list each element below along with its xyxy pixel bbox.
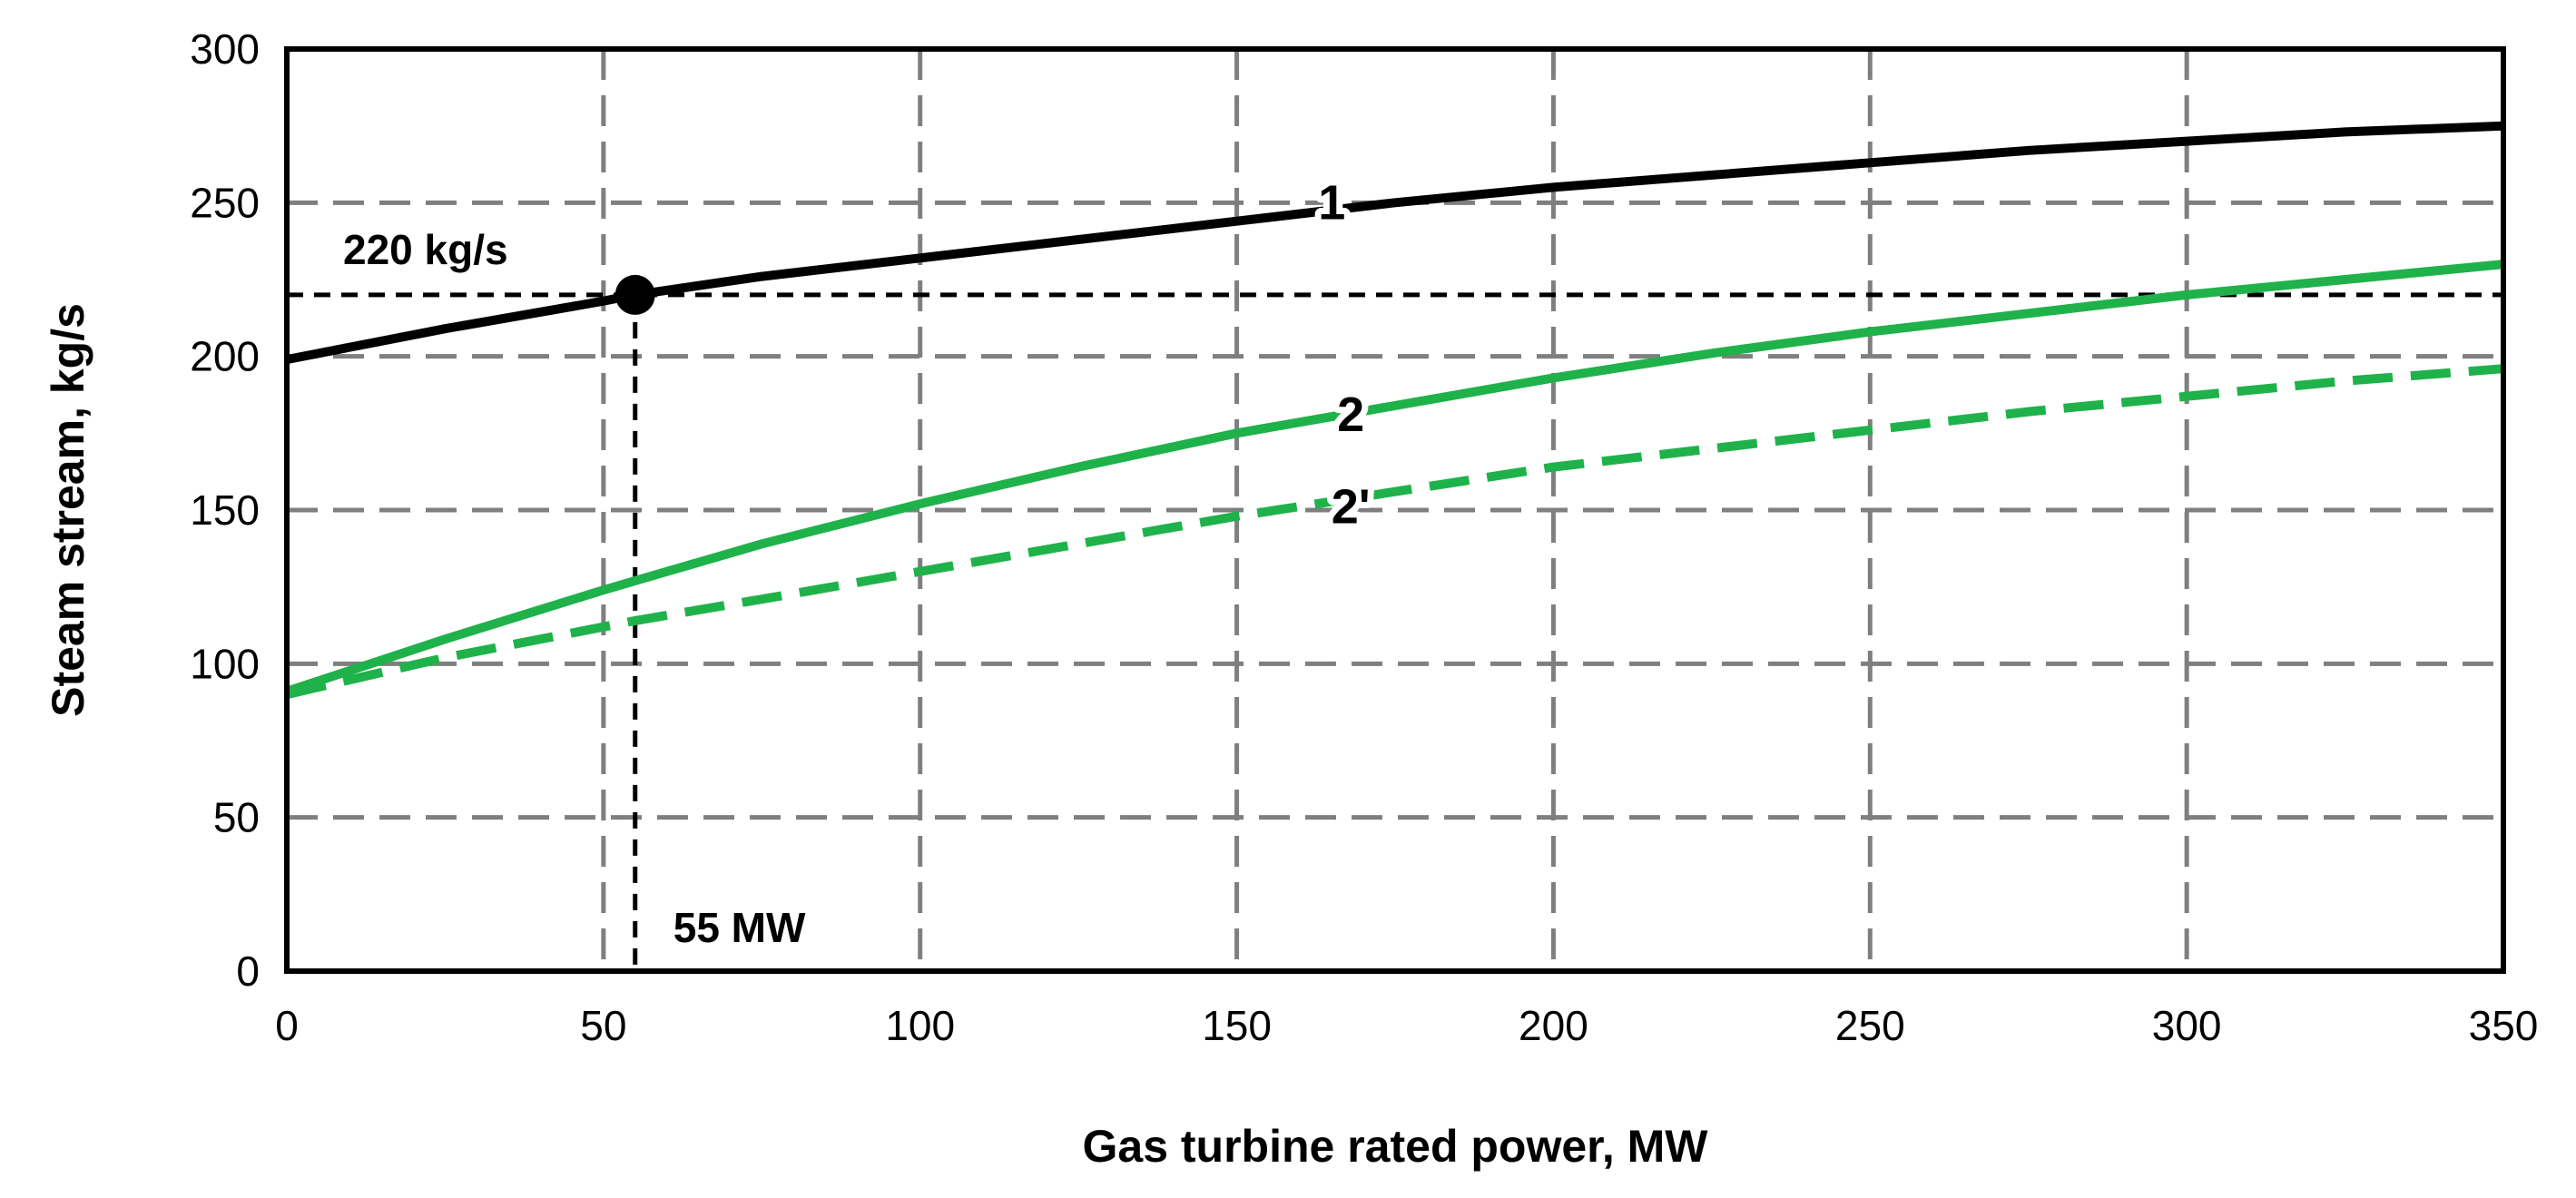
- curve-labels: 1 2 2': [1312, 169, 1376, 540]
- annotation-220-kg-s: 220 kg/s: [343, 226, 508, 273]
- y-tick-label-200: 200: [190, 333, 260, 380]
- annotation-55-mw: 55 MW: [673, 904, 806, 951]
- y-tick-label-250: 250: [190, 179, 260, 226]
- x-tick-label-250: 250: [1835, 1002, 1905, 1049]
- x-tick-label-150: 150: [1202, 1002, 1272, 1049]
- marker-layer: [615, 274, 655, 315]
- grid-lines: [287, 49, 2503, 971]
- y-tick-label-150: 150: [190, 486, 260, 534]
- x-tick-label-350: 350: [2469, 1002, 2539, 1049]
- series-line-3: [285, 364, 2504, 700]
- data-marker-55mw-220kgs: [615, 274, 655, 315]
- x-tick-label-50: 50: [580, 1002, 626, 1049]
- x-tick-label-100: 100: [885, 1002, 955, 1049]
- y-tick-labels: 0 50 100 150 200 250 300: [190, 25, 260, 995]
- x-tick-labels: 0 50 100 150 200 250 300 350: [275, 1002, 2538, 1049]
- series-line-2: [285, 260, 2504, 696]
- y-tick-label-0: 0: [236, 948, 260, 995]
- x-tick-label-0: 0: [275, 1002, 299, 1049]
- x-tick-label-300: 300: [2152, 1002, 2222, 1049]
- reference-lines: [287, 292, 2503, 971]
- x-axis-title: Gas turbine rated power, MW: [1083, 1121, 1709, 1172]
- x-tick-label-200: 200: [1519, 1002, 1588, 1049]
- y-axis-title: Steam stream, kg/s: [43, 303, 93, 717]
- curve-label-3: 2': [1332, 480, 1371, 535]
- curve-label-2: 2: [1337, 388, 1364, 442]
- y-tick-label-100: 100: [190, 640, 260, 687]
- y-tick-label-50: 50: [213, 794, 260, 841]
- series-lines: [285, 121, 2504, 700]
- series-line-1: [286, 121, 2504, 365]
- plot-frame: [284, 46, 2506, 974]
- curve-label-1: 1: [1318, 175, 1345, 230]
- y-tick-label-300: 300: [190, 25, 260, 73]
